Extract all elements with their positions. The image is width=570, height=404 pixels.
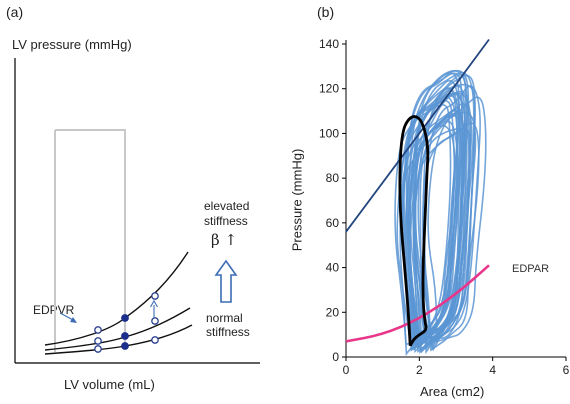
- marker-filled: [121, 314, 129, 322]
- x-tick-label: 2: [416, 363, 423, 377]
- stiffness-shift-arrow-head: [150, 299, 158, 308]
- edpar-curve: [345, 264, 490, 343]
- y-tick-label: 140: [319, 37, 339, 51]
- x-tick-label: 0: [343, 363, 350, 377]
- y-tick-label: 120: [319, 82, 339, 96]
- marker-open: [151, 292, 159, 300]
- panel-b-label: (b): [317, 4, 335, 20]
- normal-stiffness-label-2: stiffness: [206, 325, 250, 339]
- stiffness-increase-arrow: [214, 259, 238, 303]
- panel-b-x-axis-label: Area (cm2): [420, 384, 485, 399]
- pressure-area-loop: [427, 96, 487, 343]
- marker-open: [94, 326, 102, 334]
- pressure-area-loop: [417, 83, 476, 351]
- pv-loop-outline: [54, 129, 126, 352]
- normal-stiffness-label-1: normal: [206, 311, 243, 325]
- marker-open: [94, 337, 102, 345]
- edpar-label: EDPAR: [512, 263, 550, 275]
- y-tick-label: 40: [326, 261, 340, 275]
- pressure-area-loop: [423, 85, 481, 347]
- y-tick-label: 100: [319, 126, 339, 140]
- x-tick-label: 4: [489, 363, 496, 377]
- edpvr-label: EDPVR: [33, 303, 75, 317]
- edpvr-pointer-head: [70, 317, 77, 323]
- marker-filled: [121, 342, 129, 350]
- marker-open: [94, 345, 102, 353]
- y-tick-label: 60: [326, 216, 340, 230]
- elevated-stiffness-label-2: stiffness: [204, 214, 248, 228]
- elevated-stiffness-label-1: elevated: [204, 199, 250, 213]
- pressure-area-loop: [412, 74, 468, 354]
- panel-a-x-axis-label: LV volume (mL): [64, 377, 155, 392]
- end-systolic-line: [345, 38, 490, 233]
- marker-open: [151, 336, 159, 344]
- y-tick-label: 0: [332, 350, 339, 364]
- y-tick-label: 80: [326, 171, 340, 185]
- marker-filled: [121, 332, 129, 340]
- beta-up-label: β ↑: [211, 231, 238, 249]
- panel-a-label: (a): [6, 4, 24, 20]
- pressure-area-loop: [407, 109, 464, 346]
- marker-open: [151, 317, 159, 325]
- highlighted-loop: [398, 115, 430, 347]
- y-tick-label: 20: [326, 305, 340, 319]
- x-tick-label: 6: [563, 363, 570, 377]
- pressure-area-loop: [413, 128, 472, 345]
- panel-a-y-axis-label: LV pressure (mmHg): [12, 37, 132, 52]
